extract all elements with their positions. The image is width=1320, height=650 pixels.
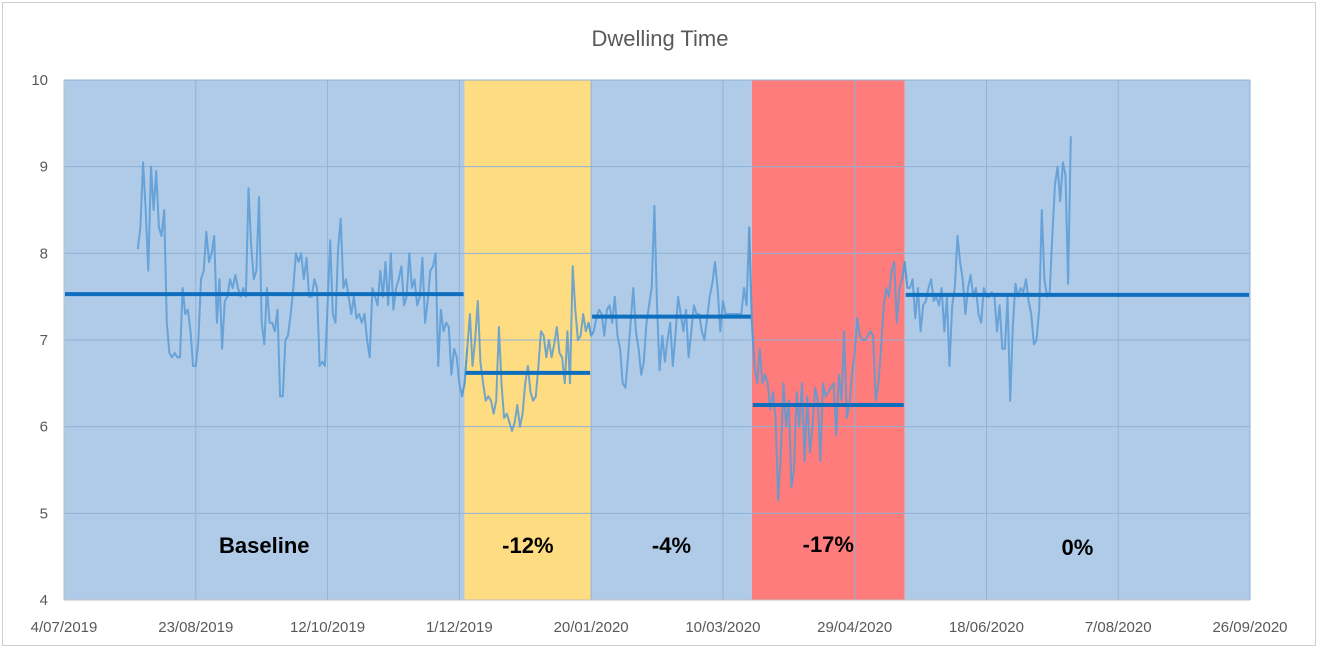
y-tick-label-0: 4 <box>40 592 48 609</box>
series-line-segment-0 <box>136 161 469 398</box>
x-tick-label-0: 4/07/2019 <box>31 619 98 636</box>
y-tick-label-1: 5 <box>40 505 48 522</box>
y-tick-label-3: 7 <box>40 332 48 349</box>
axes: 4 5 6 7 8 9 10 4/07/2019 23/08/2019 12/10/2019 1/1… <box>31 72 1288 636</box>
period-annotation-3: -17% <box>803 532 854 557</box>
x-tick-label-7: 18/06/2020 <box>949 619 1024 636</box>
y-tick-label-2: 6 <box>40 419 48 436</box>
y-tick-label-4: 8 <box>40 245 48 262</box>
x-tick-label-5: 10/03/2020 <box>685 619 760 636</box>
x-tick-label-8: 7/08/2020 <box>1085 619 1152 636</box>
y-tick-label-6: 10 <box>31 72 48 89</box>
period-annotation-4: 0% <box>1061 535 1093 560</box>
period-average-lines <box>65 292 1249 407</box>
x-tick-label-2: 12/10/2019 <box>290 619 365 636</box>
x-tick-label-6: 29/04/2020 <box>817 619 892 636</box>
x-tick-label-4: 20/01/2020 <box>554 619 629 636</box>
chart-title: Dwelling Time <box>592 26 729 51</box>
y-tick-label-5: 9 <box>40 159 48 176</box>
period-annotation-0: Baseline <box>219 533 310 558</box>
series-line-segment-1 <box>461 265 595 432</box>
x-tick-label-9: 26/09/2020 <box>1212 619 1287 636</box>
x-tick-label-3: 1/12/2019 <box>426 619 493 636</box>
x-tick-label-1: 23/08/2019 <box>158 619 233 636</box>
period-annotation-2: -4% <box>652 533 691 558</box>
period-annotations: Baseline -12% -4% -17% 0% <box>219 532 1093 560</box>
series-line-segment-3 <box>748 227 909 502</box>
period-annotation-1: -12% <box>502 533 553 558</box>
